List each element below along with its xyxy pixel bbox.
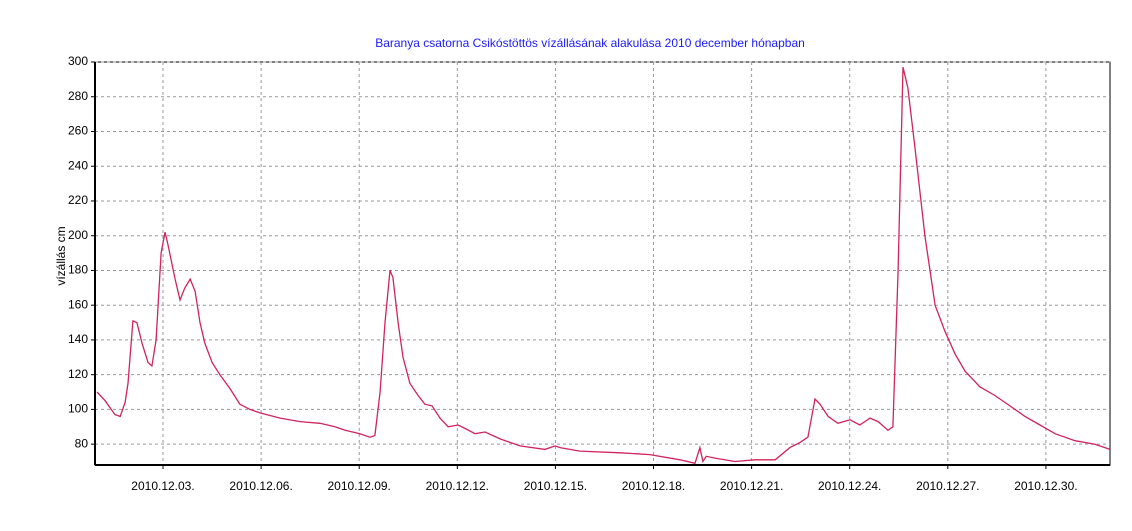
y-tick-label: 220 — [68, 193, 88, 207]
x-tick-label: 2010.12.24. — [818, 479, 881, 493]
y-tick-label: 300 — [68, 54, 88, 68]
y-tick-label: 80 — [75, 436, 89, 450]
x-tick-label: 2010.12.18. — [622, 479, 685, 493]
y-axis-label: vízállás cm — [54, 226, 68, 285]
series-line — [96, 67, 1111, 465]
y-tick-label: 200 — [68, 228, 88, 242]
y-tick-label: 180 — [68, 263, 88, 277]
x-tick-label: 2010.12.30. — [1014, 479, 1077, 493]
x-tick-label: 2010.12.21. — [720, 479, 783, 493]
x-tick-label: 2010.12.03. — [131, 479, 194, 493]
x-tick-label: 2010.12.12. — [426, 479, 489, 493]
chart-title: Baranya csatorna Csikóstöttös vízállásán… — [375, 36, 805, 50]
x-tick-label: 2010.12.15. — [524, 479, 587, 493]
y-tick-label: 240 — [68, 158, 88, 172]
y-tick-label: 260 — [68, 124, 88, 138]
y-tick-label: 280 — [68, 89, 88, 103]
y-tick-label: 120 — [68, 367, 88, 381]
x-tick-label: 2010.12.09. — [328, 479, 391, 493]
y-tick-label: 160 — [68, 297, 88, 311]
y-tick-label: 140 — [68, 332, 88, 346]
plot-area — [94, 61, 1111, 466]
x-tick-label: 2010.12.27. — [916, 479, 979, 493]
x-tick-label: 2010.12.06. — [229, 479, 292, 493]
y-tick-label: 100 — [68, 402, 88, 416]
